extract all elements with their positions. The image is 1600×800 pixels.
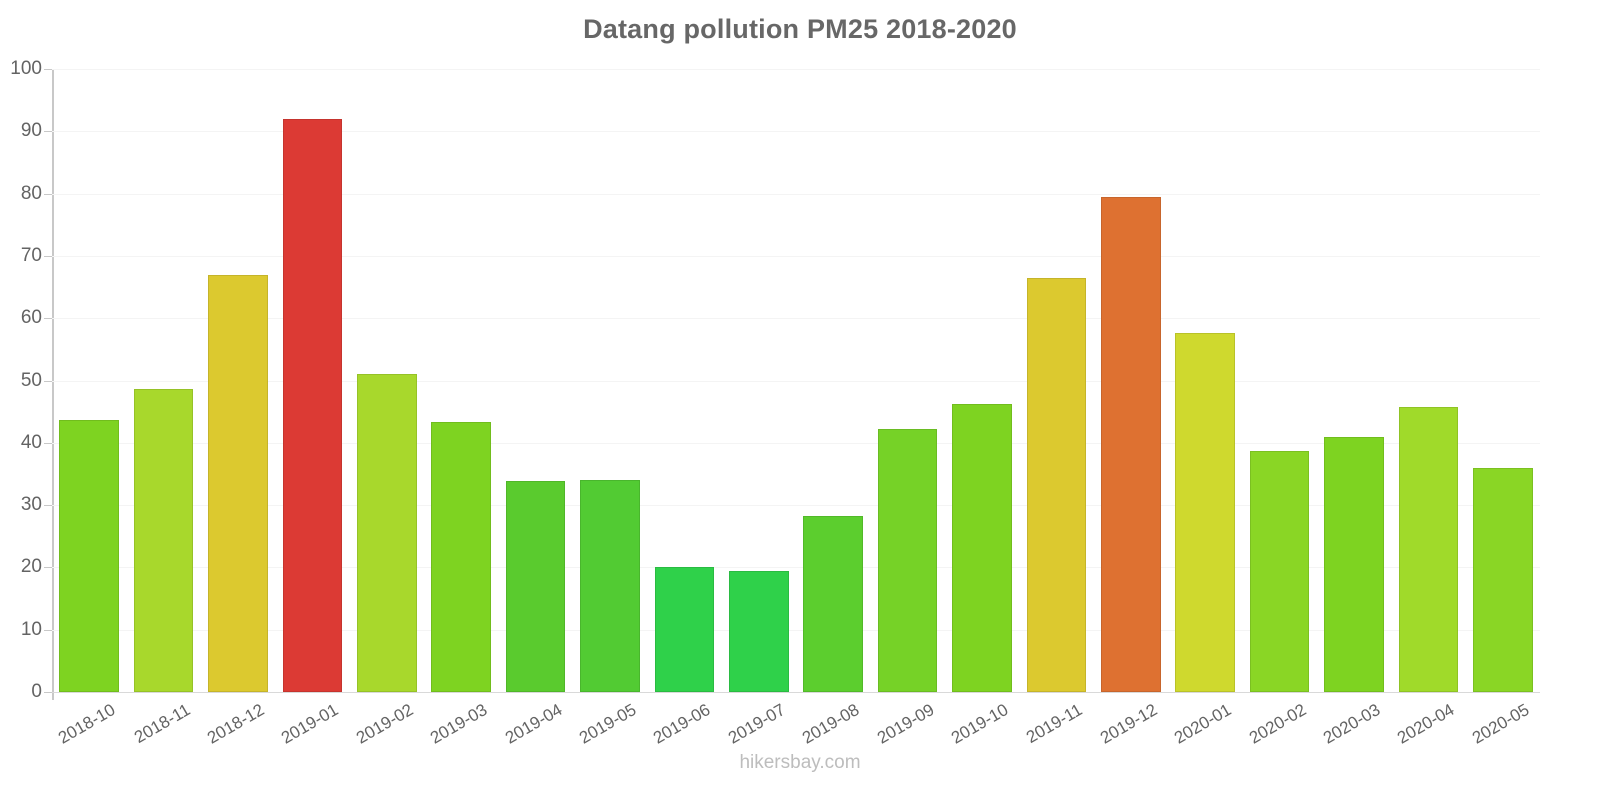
x-tick-label: 2020-03 [1319,700,1384,748]
bar[interactable] [1398,407,1459,692]
gridline [52,193,1540,195]
gridline [52,567,1540,569]
gridline [52,380,1540,382]
x-tick-label: 2019-12 [1096,700,1161,748]
y-tick-mark [44,69,52,70]
y-tick-label: 20 [20,556,42,578]
x-tick-label: 2019-07 [724,700,789,748]
bar[interactable] [1324,436,1384,692]
x-tick-label: 2019-06 [650,700,714,748]
y-tick-mark [44,131,52,133]
x-tick-label: 2019-10 [947,700,1012,748]
bar[interactable] [133,388,194,692]
x-tick-label: 2019-05 [575,700,640,748]
bar[interactable] [357,374,417,692]
gridline [52,131,1540,133]
y-tick-mark [44,629,52,631]
plot-area [52,69,1540,693]
watermark: hikersbay.com [739,752,861,773]
bar[interactable] [803,516,863,692]
y-tick-label: 0 [31,681,42,702]
bar[interactable] [431,422,491,692]
x-tick-label: 2018-11 [130,700,194,748]
gridline [52,692,1540,693]
gridline [52,318,1540,320]
x-tick-label: 2018-10 [55,700,119,748]
x-tick-label: 2019-08 [799,700,863,748]
y-tick-mark [44,193,52,195]
bar[interactable] [877,429,938,692]
y-tick-mark [44,380,52,382]
gridline [52,505,1540,507]
x-tick-label: 2020-04 [1394,700,1458,748]
y-tick-label: 10 [20,618,42,640]
y-tick-label: 90 [20,120,42,142]
gridline [52,442,1540,444]
y-tick-label: 70 [20,244,42,266]
y-tick-label: 40 [20,431,42,453]
x-tick-label: 2019-04 [501,700,566,748]
x-tick-label: 2019-09 [873,700,938,748]
bar[interactable] [282,118,343,692]
chart-title: Datang pollution PM25 2018-2020 [583,14,1017,44]
bar[interactable] [1101,196,1161,692]
y-axis-line [52,69,54,700]
bar[interactable] [505,481,566,692]
bar[interactable] [1175,332,1235,692]
gridline [52,69,1540,70]
x-tick-label: 2019-02 [352,700,417,748]
bar[interactable] [59,419,119,692]
y-tick-label: 50 [20,369,42,391]
y-tick-label: 80 [20,182,42,204]
gridline [52,255,1540,257]
y-tick-label: 100 [10,58,42,79]
x-tick-label: 2019-11 [1023,700,1086,748]
y-tick-mark [44,318,52,320]
bar[interactable] [952,403,1012,692]
y-tick-label: 60 [20,307,42,329]
x-tick-label: 2019-01 [278,700,342,748]
x-tick-label: 2020-02 [1245,700,1310,748]
y-tick-mark [44,255,52,257]
y-tick-mark [44,567,52,569]
bar[interactable] [208,274,268,692]
bar[interactable] [729,570,789,692]
bar[interactable] [580,480,640,692]
y-tick-label: 30 [20,494,42,516]
x-tick-label: 2020-01 [1171,700,1235,748]
y-tick-mark [44,505,52,507]
y-tick-mark [44,692,52,693]
x-tick-label: 2019-03 [427,700,491,748]
x-tick-label: 2018-12 [203,700,268,748]
bar[interactable] [1473,467,1533,692]
y-tick-mark [44,442,52,444]
x-tick-label: 2020-05 [1468,700,1533,748]
gridline [52,629,1540,631]
bar[interactable] [654,567,715,692]
bar[interactable] [1249,450,1310,692]
bar[interactable] [1026,277,1087,692]
